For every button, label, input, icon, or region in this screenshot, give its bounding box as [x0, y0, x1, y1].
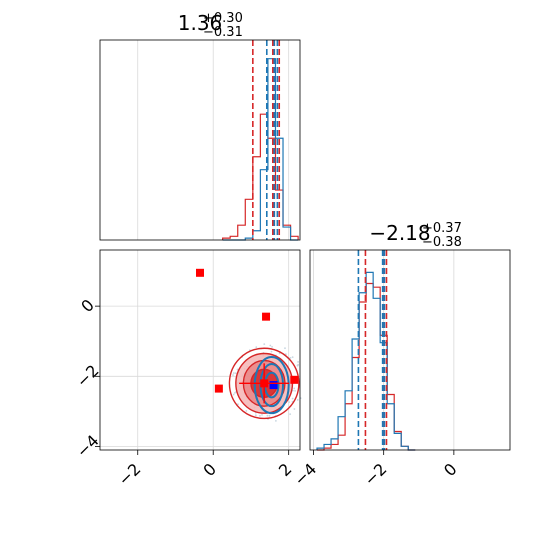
scatter-point	[266, 414, 269, 417]
scatter-point	[269, 344, 272, 347]
scatter-point	[234, 372, 237, 375]
scatter-point	[294, 389, 296, 392]
scatter-point	[296, 364, 299, 367]
scatter-point	[289, 413, 292, 416]
scatter-point	[296, 399, 299, 401]
marker-red-square	[214, 384, 223, 393]
scatter-point	[254, 414, 257, 417]
scatter-point	[237, 403, 239, 406]
scatter-point	[232, 393, 235, 396]
title-marginal-1-sub: −0.31	[203, 25, 243, 40]
marker-red-square	[290, 375, 299, 384]
x-tick-label: 0	[199, 459, 220, 480]
marker-blue-square	[269, 381, 278, 390]
scatter-point	[268, 414, 271, 417]
scatter-point	[291, 356, 294, 358]
axes-frame-marginal-2	[309, 249, 511, 451]
scatter-point	[284, 347, 286, 350]
marker-red-square	[262, 312, 271, 321]
scatter-point	[278, 352, 281, 355]
x-tick-label: 0	[440, 459, 461, 480]
axes-frame-joint	[99, 249, 301, 451]
histogram-series	[222, 113, 299, 240]
y-tick-label: −4	[73, 431, 103, 461]
x-tick-label: −2	[360, 459, 390, 489]
scatter-point	[274, 419, 277, 422]
title-marginal-1-sup: +0.30	[203, 11, 243, 26]
scatter-point	[232, 372, 235, 374]
scatter-point	[291, 397, 294, 400]
scatter-point	[288, 401, 291, 404]
scatter-point	[232, 374, 234, 376]
title-marginal-1-main: 1.36	[178, 11, 223, 35]
axes-frame-marginal-1	[99, 39, 301, 241]
scatter-point	[271, 345, 273, 348]
scatter-point	[259, 414, 261, 417]
x-tick-label: −2	[114, 459, 144, 489]
title-marginal-2: −2.18	[369, 221, 430, 245]
panel-marginal-1: 1.36 +0.30 −0.31	[99, 11, 301, 241]
scatter-point	[233, 391, 236, 394]
contour-blue	[253, 356, 290, 415]
scatter-point	[263, 343, 266, 345]
scatter-point	[255, 346, 258, 349]
panel-marginal-2: −2.18 +0.37 −0.38 −4 −2 0	[290, 221, 511, 490]
scatter-point	[245, 410, 248, 412]
scatter-point	[297, 361, 300, 363]
contour-red-outer	[228, 347, 300, 420]
scatter-point	[270, 350, 273, 353]
histogram-series	[316, 271, 416, 451]
title-marginal-1: 1.36	[178, 11, 223, 35]
scatter-point	[284, 353, 287, 356]
title-marginal-2-sub: −0.38	[422, 235, 462, 250]
scatter-point	[293, 387, 296, 390]
panel-joint: −2 0 2 −4−20	[73, 249, 302, 490]
scatter-point	[261, 414, 263, 416]
title-marginal-2-sup: +0.37	[422, 221, 462, 236]
scatter-point	[236, 368, 239, 371]
y-tick-label: 0	[77, 295, 98, 316]
marker-red-square	[196, 268, 204, 277]
title-marginal-2-main: −2.18	[369, 221, 430, 245]
y-tick-label: −2	[73, 361, 103, 391]
scatter-point	[293, 408, 296, 410]
x-tick-label: −4	[290, 459, 320, 489]
